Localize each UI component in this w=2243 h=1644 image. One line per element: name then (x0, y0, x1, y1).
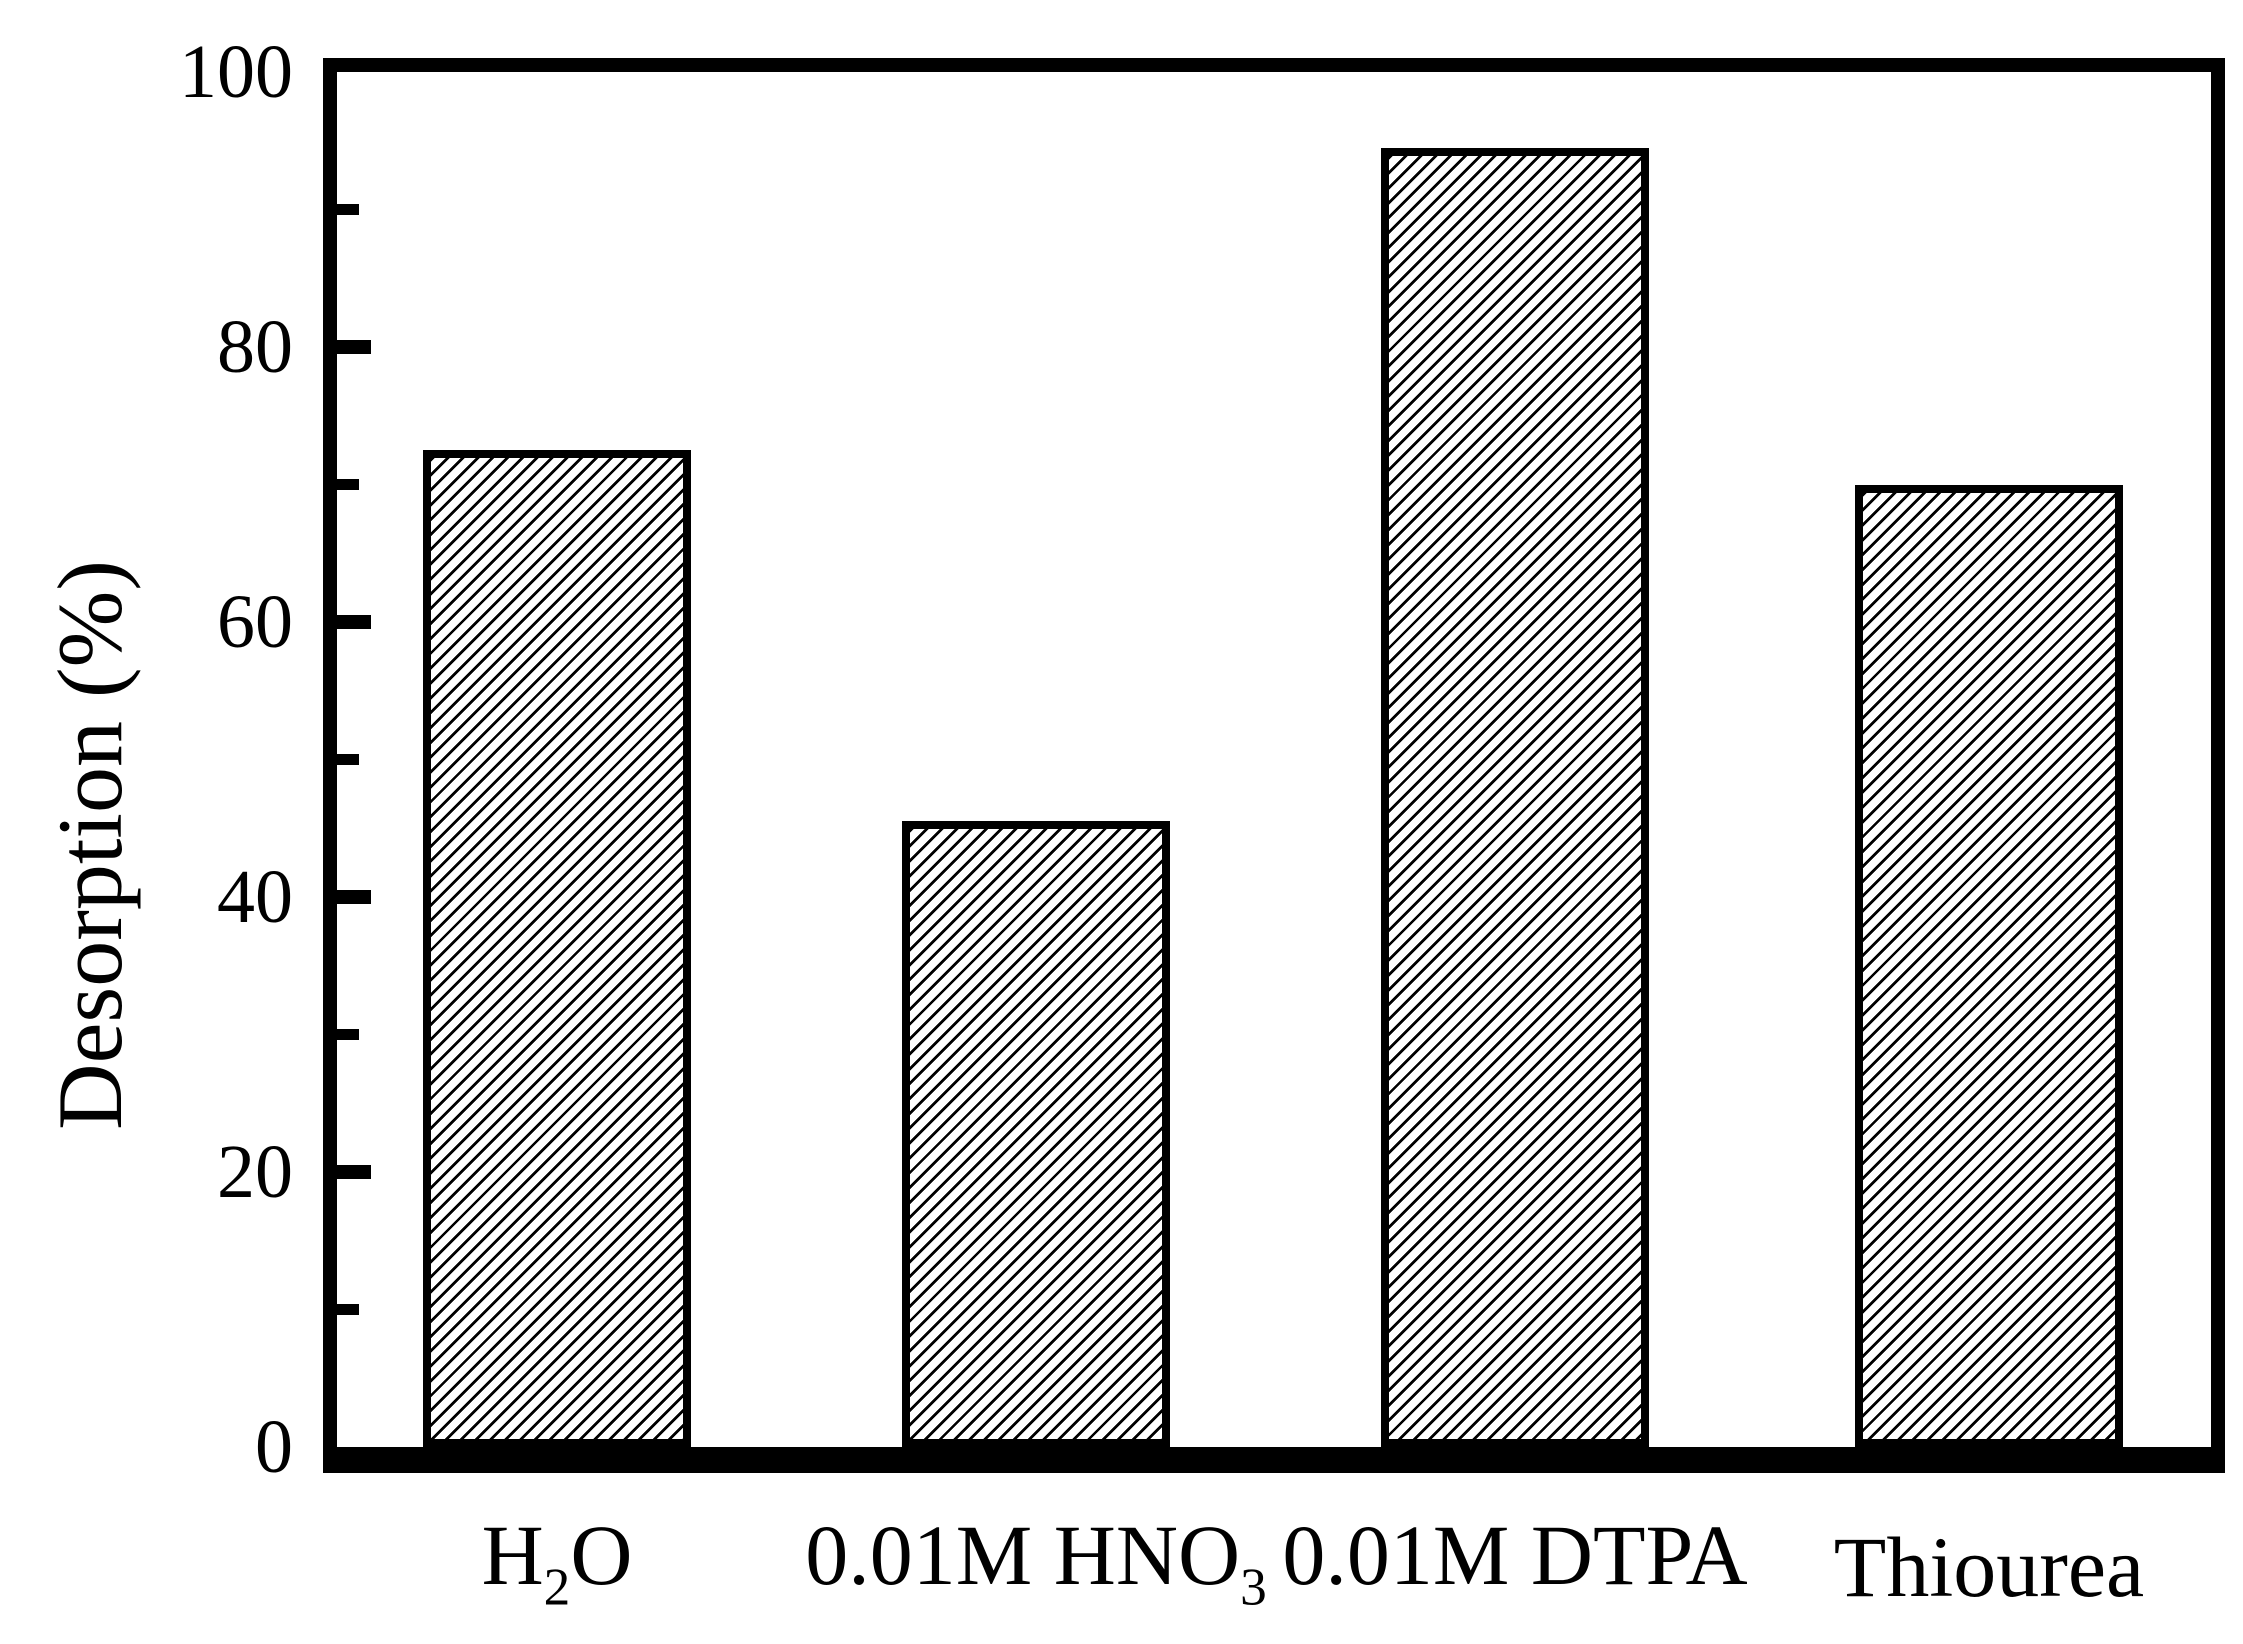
y-tick-label-0: 0 (255, 1405, 293, 1489)
y-major-tick-60 (337, 615, 371, 629)
x-category-label-Thiourea: Thiourea (1834, 1524, 2144, 1610)
y-minor-tick-90 (337, 204, 359, 215)
x-category-label-0.01M DTPA: 0.01M DTPA (1282, 1512, 1747, 1598)
x-category-label-H₂O: H2O (482, 1512, 633, 1614)
label-text: 0.01M HNO (805, 1507, 1241, 1603)
y-tick-label-60: 60 (217, 580, 293, 664)
y-minor-tick-30 (337, 1029, 359, 1040)
subscript-text: 2 (543, 1556, 571, 1617)
y-major-tick-80 (337, 340, 371, 354)
y-tick-label-100: 100 (179, 30, 293, 114)
y-minor-tick-50 (337, 754, 359, 765)
bar-0.01M HNO₃ (902, 821, 1170, 1447)
label-text: Thiourea (1833, 1519, 2145, 1615)
y-major-tick-40 (337, 890, 371, 904)
subscript-text: 3 (1240, 1556, 1267, 1617)
bar-Thiourea (1855, 484, 2123, 1447)
x-category-label-0.01M HNO₃: 0.01M HNO3 (805, 1512, 1266, 1614)
label-text: 0.01M DTPA (1282, 1507, 1748, 1603)
label-text: O (570, 1507, 633, 1603)
y-major-tick-20 (337, 1165, 371, 1179)
y-tick-label-40: 40 (217, 855, 293, 939)
bar-0.01M DTPA (1381, 147, 1649, 1447)
bar-H₂O (423, 450, 691, 1447)
y-minor-tick-70 (337, 479, 359, 490)
y-tick-label-80: 80 (217, 305, 293, 389)
label-text: H (481, 1507, 544, 1603)
plot-area (323, 58, 2225, 1473)
y-axis-title: Desorption (%) (39, 560, 141, 1130)
y-minor-tick-10 (337, 1304, 359, 1315)
y-tick-label-20: 20 (217, 1130, 293, 1214)
